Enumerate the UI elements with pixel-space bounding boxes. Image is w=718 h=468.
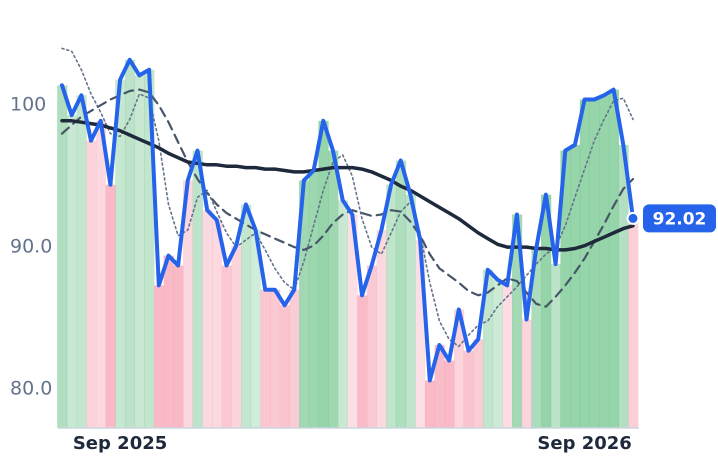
regime-shade — [328, 150, 339, 428]
regime-shade — [153, 285, 165, 428]
regime-shade — [308, 170, 319, 428]
regime-shade — [541, 194, 552, 428]
x-tick-label: Sep 2026 — [537, 433, 631, 454]
y-tick-label: 100 — [10, 94, 46, 116]
regime-shade — [444, 360, 455, 428]
regime-shade — [386, 184, 397, 428]
x-tick-label: Sep 2025 — [73, 433, 167, 454]
regime-shade — [434, 344, 445, 428]
regime-shade — [192, 150, 203, 428]
regime-shade — [221, 265, 232, 428]
regime-shade — [608, 89, 619, 429]
regime-shade — [134, 75, 145, 428]
regime-shade — [550, 264, 561, 428]
regime-shade — [231, 245, 242, 428]
regime-shade — [86, 140, 97, 428]
regime-shade — [531, 248, 542, 428]
regime-shade — [115, 79, 126, 428]
regime-shade — [424, 380, 436, 428]
regime-shade — [599, 95, 610, 428]
regime-shade — [628, 218, 639, 428]
regime-shade — [173, 265, 184, 428]
regime-shade — [492, 279, 503, 428]
regime-shade — [337, 200, 348, 428]
series-line — [61, 47, 634, 348]
regime-shade — [463, 350, 474, 428]
regime-shade — [521, 319, 532, 428]
series-line — [60, 88, 635, 308]
regime-shade — [202, 210, 213, 428]
regime-shade — [66, 115, 78, 428]
regime-shade — [318, 120, 329, 429]
regime-shade — [260, 289, 271, 428]
regime-shade — [405, 194, 416, 428]
regime-shade — [144, 69, 155, 428]
regime-shade — [357, 295, 368, 428]
regime-shade — [212, 220, 223, 428]
regime-shade — [395, 160, 407, 428]
regime-shade — [589, 99, 600, 428]
regime-shade — [560, 150, 571, 428]
regime-shade — [579, 99, 590, 428]
regime-shade — [512, 214, 523, 428]
y-tick-label: 90.0 — [10, 236, 52, 258]
regime-shade — [95, 120, 107, 429]
regime-shade — [299, 180, 310, 428]
regime-shade — [76, 95, 87, 428]
regime-shade — [376, 230, 387, 428]
last-value-badge — [643, 204, 716, 233]
regime-shade — [124, 59, 136, 429]
last-value-label: 92.02 — [653, 209, 707, 229]
regime-shade — [366, 265, 378, 428]
regime-shade — [618, 144, 629, 428]
regime-shade — [57, 85, 68, 428]
regime-shade — [502, 285, 513, 428]
regime-shade — [250, 230, 261, 428]
regime-shade — [182, 180, 194, 428]
regime-shade — [453, 309, 465, 428]
regime-shade — [105, 184, 116, 428]
regime-shade — [163, 255, 174, 428]
regime-shade — [289, 289, 300, 428]
regime-shade — [415, 239, 426, 428]
last-point — [626, 211, 640, 225]
regime-shade — [347, 214, 358, 428]
regime-shade — [473, 339, 484, 428]
regime-shade — [270, 289, 281, 428]
regime-shade — [279, 305, 290, 428]
regime-shade — [570, 144, 581, 428]
regime-shade — [241, 204, 252, 428]
y-tick-label: 80.0 — [10, 377, 52, 399]
regime-shade — [482, 269, 494, 428]
series-line — [60, 57, 635, 383]
